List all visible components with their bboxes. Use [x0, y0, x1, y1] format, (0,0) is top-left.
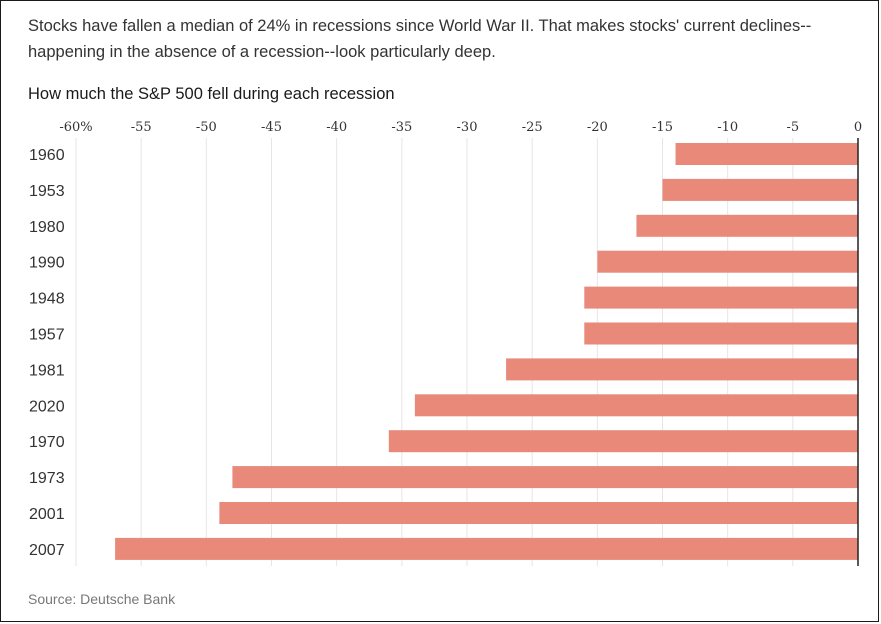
category-label: 1948	[29, 291, 65, 308]
x-tick-label: -25	[522, 120, 543, 135]
category-label: 1953	[29, 183, 65, 200]
x-tick-label: -30	[457, 120, 478, 135]
chart-subtitle: Stocks have fallen a median of 24% in re…	[28, 17, 812, 61]
x-tick-label: -15	[652, 120, 673, 135]
bar	[219, 502, 858, 524]
category-label: 1980	[29, 219, 65, 236]
x-tick-label: -40	[326, 120, 347, 135]
category-label: 1973	[29, 470, 65, 487]
bar	[675, 143, 858, 165]
category-label: 1970	[29, 434, 65, 451]
x-tick-label: 0	[854, 120, 862, 135]
x-tick-label: -45	[261, 120, 282, 135]
bar	[414, 394, 858, 417]
x-tick-label: -60%	[59, 120, 92, 135]
category-label: 2001	[29, 506, 65, 523]
bar	[584, 286, 858, 309]
category-label: 2007	[29, 542, 65, 559]
source-note: Source: Deutsche Bank	[28, 591, 176, 607]
bar	[115, 537, 859, 560]
category-label: 1990	[29, 255, 65, 272]
bar	[506, 358, 858, 381]
category-label: 1957	[29, 327, 65, 344]
bar	[388, 430, 858, 453]
bar	[662, 178, 858, 201]
category-label: 1981	[29, 362, 65, 379]
bar	[636, 214, 858, 237]
category-label: 1960	[29, 147, 65, 164]
x-tick-label: -5	[786, 120, 799, 135]
category-label: 2020	[29, 398, 65, 415]
bar	[584, 322, 858, 345]
chart-title: How much the S&P 500 fell during each re…	[28, 85, 395, 103]
x-tick-label: -35	[391, 120, 412, 135]
bar	[232, 466, 858, 489]
x-tick-label: -10	[717, 120, 738, 135]
bar	[597, 250, 858, 273]
x-tick-label: -50	[196, 120, 217, 135]
x-tick-label: -55	[131, 120, 152, 135]
x-tick-label: -20	[587, 120, 608, 135]
